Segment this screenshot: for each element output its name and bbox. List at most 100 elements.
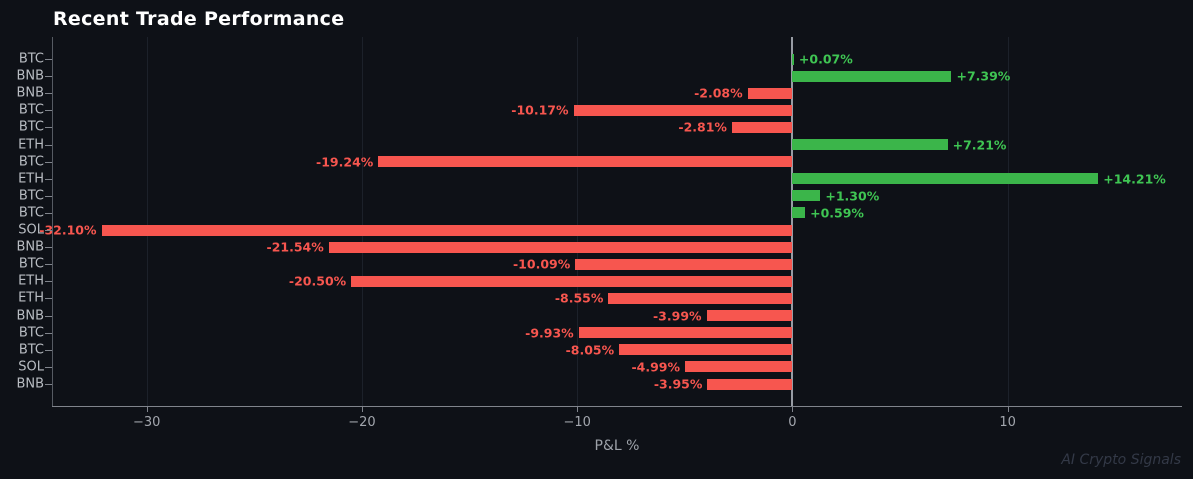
bar-value-label: -3.99% — [652, 308, 702, 324]
y-axis-line — [52, 37, 53, 406]
y-tick — [45, 212, 52, 214]
watermark: AI Crypto Signals — [1061, 452, 1181, 468]
bar — [792, 53, 794, 65]
gridline — [577, 37, 579, 406]
y-tick — [45, 76, 52, 78]
y-tick — [45, 144, 52, 146]
bar — [575, 258, 793, 270]
y-tick-label: BTC — [18, 342, 44, 358]
bar-value-label: -19.24% — [316, 154, 374, 170]
bar — [378, 156, 793, 168]
y-tick-label: BNB — [16, 239, 44, 255]
bar-value-label: +1.30% — [825, 188, 880, 204]
x-tick-label: −20 — [348, 415, 376, 430]
gridline — [361, 37, 363, 406]
bar — [792, 173, 1099, 185]
x-tick — [792, 406, 794, 412]
y-tick — [45, 384, 52, 385]
x-tick-label: 0 — [788, 415, 797, 430]
y-tick-label: ETH — [18, 273, 44, 289]
y-tick — [45, 281, 52, 283]
bar-value-label: -9.93% — [525, 325, 574, 341]
bar — [792, 207, 806, 219]
bar-value-label: -4.99% — [631, 359, 681, 375]
bar — [101, 224, 793, 236]
y-tick-label: ETH — [18, 290, 44, 306]
bar — [351, 275, 793, 287]
gridline — [146, 37, 148, 406]
y-tick-label: BNB — [16, 376, 44, 392]
zero-line — [791, 37, 794, 406]
y-tick-label: BTC — [18, 188, 44, 204]
y-tick — [45, 366, 52, 368]
bar — [707, 378, 793, 390]
bar-value-label: +7.21% — [952, 137, 1007, 153]
y-tick-label: BTC — [18, 102, 44, 118]
x-tick-label: 10 — [999, 415, 1016, 430]
bar-value-label: -20.50% — [288, 273, 347, 289]
bar — [608, 292, 793, 304]
y-tick-label: SOL — [18, 359, 44, 375]
bar — [328, 241, 793, 253]
y-tick — [45, 349, 52, 351]
bar-value-label: -10.09% — [512, 256, 571, 272]
y-tick — [45, 59, 52, 60]
bar — [706, 310, 793, 322]
y-tick-label: BNB — [16, 68, 44, 84]
y-tick — [45, 195, 52, 197]
y-tick — [45, 247, 52, 249]
y-tick-label: ETH — [18, 137, 44, 153]
y-tick-label: ETH — [18, 171, 44, 187]
bar — [792, 139, 948, 151]
chart-title: Recent Trade Performance — [53, 8, 345, 30]
bar-value-label: -8.55% — [554, 290, 604, 306]
y-tick-label: BTC — [18, 205, 44, 221]
bar-value-label: -8.05% — [565, 342, 615, 358]
y-tick-label: SOL — [18, 222, 44, 238]
y-tick-label: BTC — [18, 154, 44, 170]
y-tick-label: BTC — [18, 325, 44, 341]
y-tick-label: BTC — [18, 119, 44, 135]
y-tick-label: BNB — [16, 85, 44, 101]
bar-value-label: -10.17% — [511, 102, 569, 118]
y-tick — [45, 93, 52, 95]
x-axis-line — [52, 406, 1182, 407]
y-tick — [45, 332, 52, 334]
bar — [731, 121, 793, 133]
bar — [619, 344, 793, 356]
bar-value-label: +0.59% — [810, 205, 864, 221]
y-tick-label: BTC — [18, 256, 44, 272]
bar — [573, 104, 793, 116]
y-tick — [45, 178, 52, 180]
y-tick-label: BNB — [16, 308, 44, 324]
bar — [578, 327, 793, 339]
bar-value-label: -21.54% — [266, 239, 324, 255]
x-tick-label: −10 — [563, 415, 591, 430]
bar-value-label: +7.39% — [956, 68, 1011, 84]
y-tick — [45, 230, 52, 232]
x-tick — [146, 406, 148, 412]
bar — [792, 190, 821, 202]
x-tick — [1007, 406, 1009, 412]
bar-value-label: -2.08% — [694, 85, 743, 101]
bar-value-label: +14.21% — [1103, 171, 1166, 187]
y-tick — [45, 315, 52, 317]
x-tick-label: −30 — [132, 415, 161, 430]
bar-value-label: -2.81% — [678, 119, 727, 135]
bar-value-label: -32.10% — [39, 222, 97, 238]
y-tick — [45, 110, 52, 112]
x-tick — [577, 406, 579, 412]
bar — [685, 361, 793, 373]
y-tick — [45, 298, 52, 300]
y-tick — [45, 161, 52, 163]
bar — [792, 70, 952, 82]
bar-value-label: +0.07% — [798, 51, 853, 67]
x-tick — [361, 406, 363, 412]
gridline — [1007, 37, 1009, 406]
x-axis-title: P&L % — [594, 438, 640, 454]
bar-value-label: -3.95% — [653, 376, 703, 392]
bar — [747, 87, 793, 99]
y-tick — [45, 264, 52, 266]
y-tick — [45, 127, 52, 129]
